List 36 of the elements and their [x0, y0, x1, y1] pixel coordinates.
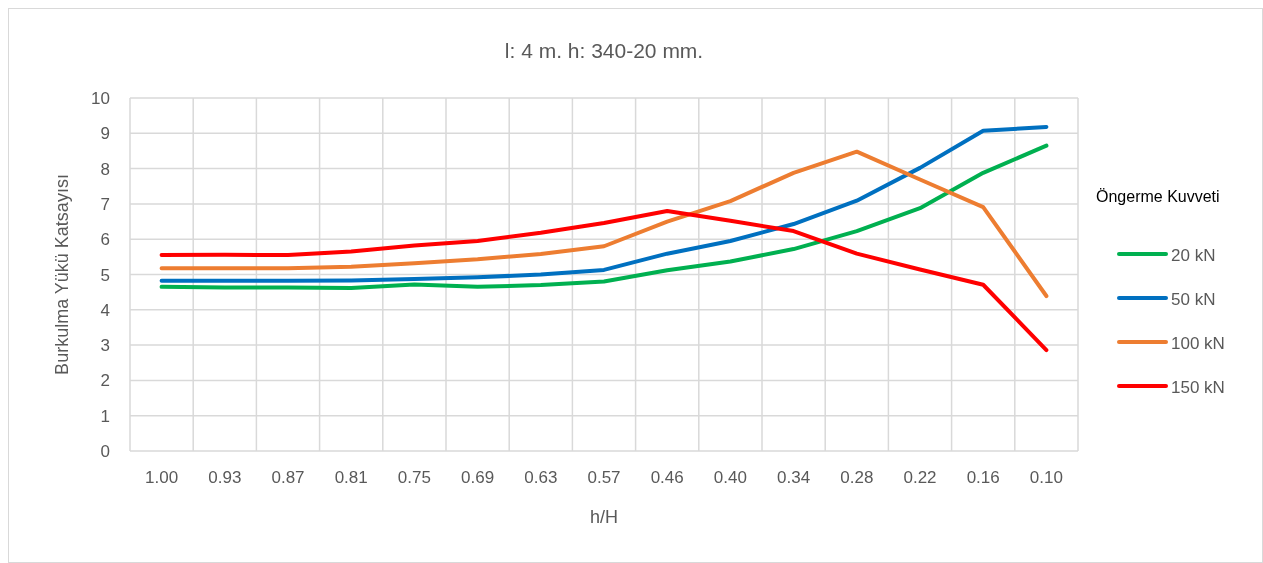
y-tick-label: 6 — [100, 230, 110, 250]
y-tick-label: 7 — [100, 194, 110, 214]
x-tick-label: 0.87 — [271, 468, 305, 487]
x-tick-label: 0.93 — [208, 468, 242, 487]
x-tick-label: 0.16 — [966, 468, 1000, 487]
y-tick-label: 4 — [100, 300, 110, 320]
line-series — [159, 208, 1049, 353]
x-tick-label: 0.63 — [524, 468, 558, 487]
y-tick-label: 3 — [100, 336, 110, 356]
y-tick-label: 9 — [100, 124, 110, 144]
x-tick-label: 0.46 — [650, 468, 684, 487]
y-tick-label: 2 — [100, 371, 110, 391]
y-axis-title: Burkulma Yükü Katsayısı — [52, 174, 72, 375]
x-tick-label: 0.69 — [461, 468, 495, 487]
x-tick-label: 1.00 — [145, 468, 179, 487]
y-tick-label: 8 — [100, 159, 110, 179]
legend-label: 150 kN — [1171, 378, 1225, 397]
x-tick-label: 0.40 — [713, 468, 747, 487]
legend-label: 50 kN — [1171, 290, 1216, 309]
y-tick-label: 10 — [91, 89, 110, 108]
x-tick-label: 0.10 — [1029, 468, 1063, 487]
x-tick-label: 0.57 — [587, 468, 621, 487]
x-tick-label: 0.81 — [334, 468, 368, 487]
x-tick-label: 0.34 — [777, 468, 811, 487]
chart-title: l: 4 m. h: 340-20 mm. — [504, 39, 704, 62]
x-tick-label: 0.22 — [903, 468, 937, 487]
legend-label: 20 kN — [1171, 246, 1216, 265]
y-tick-label: 1 — [100, 406, 110, 426]
legend-title: Öngerme Kuvveti — [1096, 188, 1220, 205]
x-tick-label: 0.75 — [397, 468, 431, 487]
x-tick-label: 0.28 — [840, 468, 874, 487]
y-tick-label: 0 — [100, 442, 110, 461]
line-series — [159, 124, 1049, 283]
legend-label: 100 kN — [1171, 334, 1225, 353]
x-axis-title: h/H — [589, 507, 619, 527]
y-tick-label: 5 — [100, 265, 110, 285]
